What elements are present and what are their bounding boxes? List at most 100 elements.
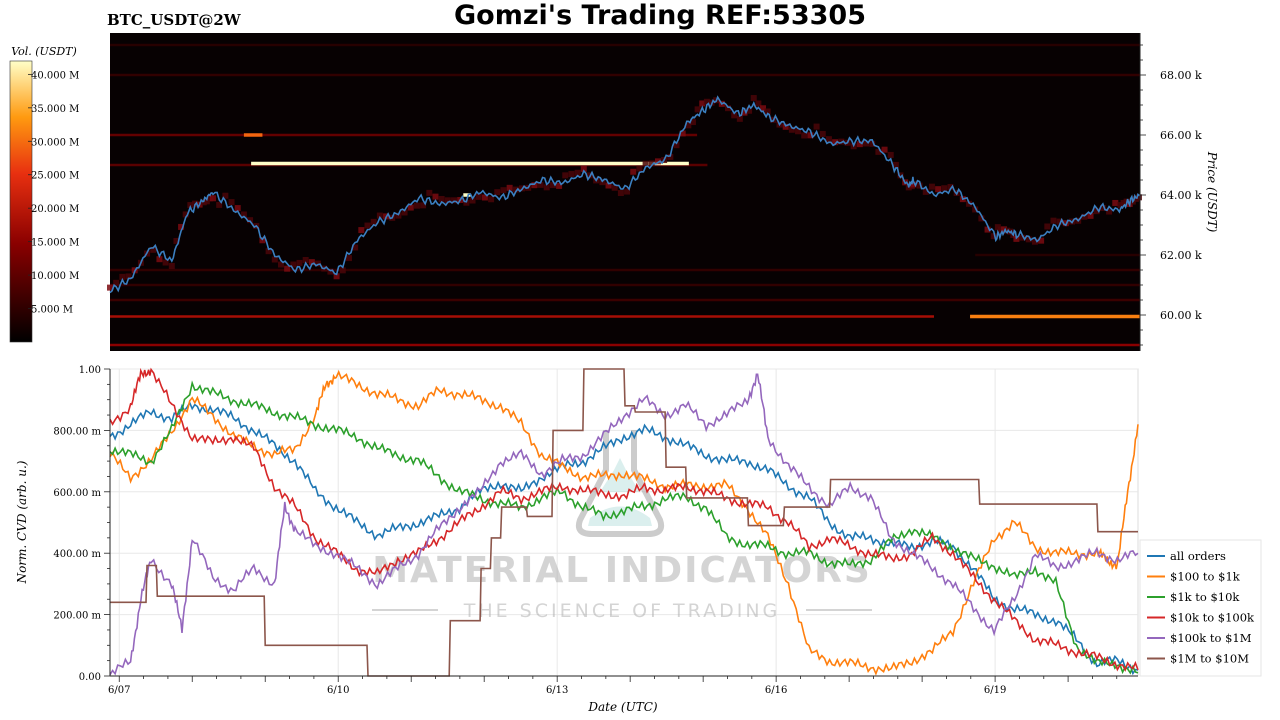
heat-blob — [178, 223, 185, 230]
series-line-1 — [109, 369, 1139, 676]
liquidity-band — [970, 314, 1140, 319]
heat-blob — [543, 184, 550, 191]
heat-blob — [788, 126, 795, 133]
heat-blob — [1050, 217, 1057, 224]
heat-blob — [875, 148, 882, 155]
liquidity-band — [243, 133, 263, 137]
heat-blob — [887, 151, 894, 158]
heat-blob — [247, 217, 254, 224]
price-line — [109, 95, 1141, 294]
heat-blob — [832, 139, 839, 146]
heat-blob — [1056, 218, 1063, 225]
heat-blob — [444, 197, 451, 204]
heat-blob — [1044, 223, 1051, 230]
date-axis-label: Date (UTC) — [587, 700, 657, 714]
heat-blob — [549, 182, 556, 189]
heat-blob — [339, 267, 346, 274]
heat-blob — [630, 168, 637, 175]
heat-blob — [1081, 213, 1088, 220]
heat-blob — [694, 106, 701, 113]
heat-blob — [731, 112, 738, 119]
heat-blob — [605, 182, 612, 189]
cvd-y-tick-label: 1.00 — [79, 365, 101, 376]
liquidity-band — [251, 161, 689, 166]
cvd-x-tick-label: 6/07 — [108, 685, 130, 696]
legend-label: $100 to $1k — [1170, 570, 1241, 584]
heat-blob — [395, 212, 402, 219]
heat-blob — [910, 181, 917, 188]
heat-blob — [308, 259, 315, 266]
heat-blob — [451, 197, 458, 204]
colorbar-tick-label: 40.000 M — [31, 70, 79, 81]
heat-blob — [978, 215, 985, 222]
heat-blob — [611, 184, 618, 191]
heat-blob — [1120, 199, 1127, 206]
heat-blob — [580, 165, 587, 172]
heat-blob — [438, 195, 445, 202]
heat-blob — [568, 171, 575, 178]
liquidity-band — [110, 133, 698, 137]
heat-blob — [1093, 208, 1100, 215]
heat-blob — [1117, 202, 1124, 209]
legend-box — [1139, 539, 1262, 677]
heat-blob — [426, 189, 433, 196]
liquidity-bands — [110, 43, 1140, 347]
heat-blob — [636, 165, 643, 172]
liquidity-band — [110, 283, 1140, 287]
heat-blob — [984, 226, 991, 233]
heat-blob — [506, 184, 513, 191]
series-line-5 — [110, 368, 1138, 677]
heat-blob — [277, 261, 284, 268]
heat-blob — [1001, 226, 1008, 233]
heat-blob — [333, 273, 340, 280]
heat-blob — [679, 130, 686, 137]
heat-blob — [699, 100, 706, 107]
heat-blob — [327, 268, 334, 275]
heat-blob — [500, 187, 507, 194]
heat-blob — [265, 248, 272, 255]
heat-blob — [401, 209, 408, 216]
heat-blob — [345, 255, 352, 262]
heat-blob — [703, 98, 710, 105]
cvd-y-tick-label: 400.00 m — [53, 549, 101, 560]
series-line-4 — [109, 373, 1139, 676]
heat-blob — [1031, 238, 1038, 245]
series-line-2 — [109, 380, 1139, 675]
heat-blob — [642, 160, 649, 167]
heat-blob — [928, 183, 935, 190]
liquidity-band — [463, 193, 471, 197]
heat-blob — [364, 222, 371, 229]
heat-blob — [150, 246, 157, 253]
heat-blob — [512, 186, 519, 193]
heat-blob — [1132, 195, 1139, 202]
heat-blob — [1019, 234, 1026, 241]
heat-blob — [156, 256, 163, 263]
heat-blob — [869, 140, 876, 147]
heat-blob — [838, 138, 845, 145]
legend-entry: $100 to $1k — [1147, 570, 1241, 584]
legend: all orders $100 to $1k $1k to $10k $10k to … — [1139, 539, 1262, 677]
legend-label: all orders — [1170, 549, 1226, 563]
heat-blob — [654, 158, 661, 165]
heat-blob — [825, 136, 832, 143]
legend-entry: $1k to $10k — [1147, 590, 1240, 604]
heat-blob — [667, 153, 674, 160]
heat-blob — [284, 265, 291, 272]
heat-blob — [1099, 204, 1106, 211]
heat-blob — [1135, 194, 1142, 201]
heat-blob — [315, 260, 322, 267]
heat-blob — [376, 212, 383, 219]
heat-blob — [760, 105, 767, 112]
pair-label: BTC_USDT@2W — [107, 11, 242, 29]
heat-blob — [673, 142, 680, 149]
heat-blob — [1112, 199, 1119, 206]
heat-blob — [432, 193, 439, 200]
cvd-series — [109, 367, 1139, 677]
cvd-y-tick-label: 800.00 m — [53, 426, 101, 437]
heat-blob — [916, 182, 923, 189]
cvd-x-tick-label: 6/19 — [984, 685, 1006, 696]
series-line-0 — [109, 401, 1139, 676]
colorbar-tick-label: 25.000 M — [31, 171, 79, 182]
heat-blob — [352, 244, 359, 251]
colorbar-tick-label: 5.000 M — [31, 305, 73, 316]
